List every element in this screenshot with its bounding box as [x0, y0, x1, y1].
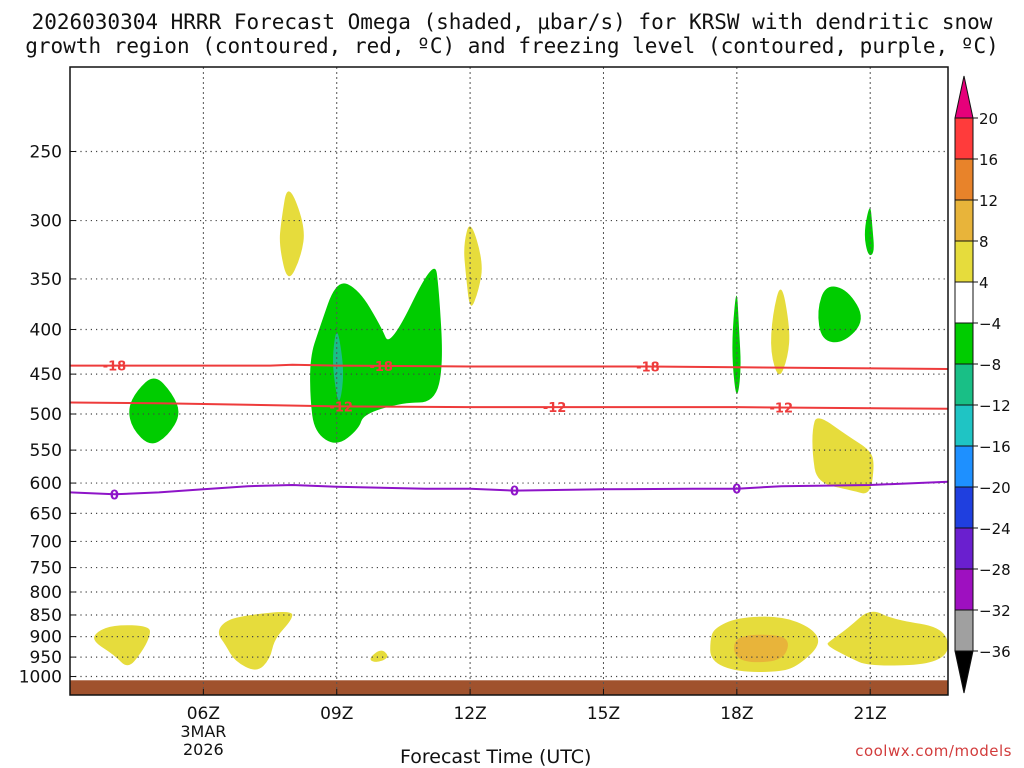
- y-tick-label: 1000: [19, 668, 62, 688]
- omega-region: [279, 191, 304, 277]
- y-tick-label: 500: [30, 405, 62, 425]
- omega-region: [94, 625, 150, 666]
- omega-region: [370, 650, 388, 662]
- temperature-contours: -18 -18 -18 -12 -12 -12 0 0 0: [69, 360, 949, 503]
- contour-line: [69, 401, 949, 410]
- y-tick-label: 750: [30, 559, 62, 579]
- colorbar-segment: [954, 404, 974, 447]
- omega-region: [827, 611, 948, 666]
- contour-label: -12: [543, 401, 567, 416]
- colorbar-label: −20: [979, 479, 1011, 497]
- omega-region: [732, 295, 741, 394]
- x-tick-label: 15Z: [587, 704, 620, 724]
- contour-label: -18: [636, 360, 660, 375]
- colorbar-segment: [954, 445, 974, 488]
- colorbar-label: 12: [979, 192, 998, 210]
- y-tick-label: 400: [30, 321, 62, 341]
- colorbar-label: −12: [979, 397, 1011, 415]
- y-tick-label: 950: [30, 648, 62, 668]
- contour-line: [70, 363, 949, 370]
- omega-region: [812, 418, 874, 494]
- y-tick-label: 800: [30, 583, 62, 603]
- contour-label: -18: [369, 360, 393, 375]
- contour-label: 0: [732, 483, 741, 498]
- y-tick-label: 700: [30, 532, 62, 552]
- omega-region: [734, 634, 788, 663]
- y-tick-label: 350: [30, 270, 62, 290]
- colorbar-label: 20: [979, 110, 998, 128]
- colorbar-label: −36: [979, 643, 1011, 661]
- omega-region: [310, 268, 442, 443]
- y-tick-label: 300: [30, 212, 62, 232]
- contour-label: -18: [103, 360, 127, 375]
- x-tick-year: 2026: [183, 740, 224, 759]
- colorbar-label: −16: [979, 438, 1011, 456]
- chart-title-line1: 2026030304 HRRR Forecast Omega (shaded, …: [31, 10, 993, 34]
- chart-title-line2: growth region (contoured, red, ºC) and f…: [25, 34, 999, 58]
- y-axis: 2503003504004505005506006507007508008509…: [19, 143, 76, 688]
- x-tick-label: 18Z: [720, 704, 753, 724]
- colorbar-label: −24: [979, 520, 1011, 538]
- contour-label: -12: [770, 402, 794, 417]
- colorbar-segment: [954, 117, 974, 160]
- omega-region: [818, 286, 861, 343]
- y-tick-label: 450: [30, 365, 62, 385]
- colorbar-label: 4: [979, 274, 989, 292]
- plot-frame: [69, 66, 949, 696]
- omega-region: [464, 226, 482, 306]
- contour-line: [69, 480, 949, 496]
- colorbar-label: −8: [979, 356, 1001, 374]
- x-tick-label: 21Z: [854, 704, 887, 724]
- x-tick-label: 12Z: [453, 704, 486, 724]
- colorbar-segment: [954, 486, 974, 529]
- colorbar-segment: [954, 158, 974, 201]
- colorbar-label: −28: [979, 561, 1011, 579]
- ground-band: [70, 680, 948, 695]
- omega-region: [771, 289, 790, 375]
- y-tick-label: 550: [30, 441, 62, 461]
- x-tick-label: 09Z: [320, 704, 353, 724]
- colorbar-label: 16: [979, 151, 998, 169]
- colorbar-bottom-arrow: [954, 650, 974, 694]
- y-tick-label: 600: [30, 474, 62, 494]
- grid-lines: [70, 67, 948, 695]
- omega-fills: [70, 191, 948, 695]
- contour-label: 0: [110, 488, 119, 503]
- y-tick-label: 900: [30, 628, 62, 648]
- colorbar-segment: [954, 568, 974, 611]
- y-tick-label: 850: [30, 606, 62, 626]
- contour-label: 0: [510, 485, 519, 500]
- omega-region: [129, 378, 179, 444]
- colorbar-label: −4: [979, 315, 1001, 333]
- omega-region: [864, 208, 874, 256]
- x-axis-title: Forecast Time (UTC): [400, 746, 592, 768]
- colorbar-segment: [954, 322, 974, 365]
- colorbar-segment: [954, 199, 974, 242]
- colorbar: 20 16 12 8 4 −4 −8 −12 −16 −20 −24 −28 −32 −36: [954, 75, 1011, 694]
- contour-label: -12: [329, 400, 353, 415]
- credit-text[interactable]: coolwx.com/models: [855, 742, 1012, 760]
- colorbar-label: 8: [979, 233, 989, 251]
- y-tick-label: 250: [30, 143, 62, 163]
- x-tick-date: 3MAR: [180, 722, 226, 741]
- colorbar-segment: [954, 609, 974, 652]
- colorbar-segment: [954, 363, 974, 406]
- x-tick-label: 06Z: [187, 704, 220, 724]
- colorbar-segment: [954, 240, 974, 283]
- omega-region: [218, 611, 293, 670]
- colorbar-label: −32: [979, 602, 1011, 620]
- colorbar-top-arrow: [954, 75, 974, 119]
- colorbar-segment: [954, 281, 974, 324]
- colorbar-segment: [954, 527, 974, 570]
- y-tick-label: 650: [30, 504, 62, 524]
